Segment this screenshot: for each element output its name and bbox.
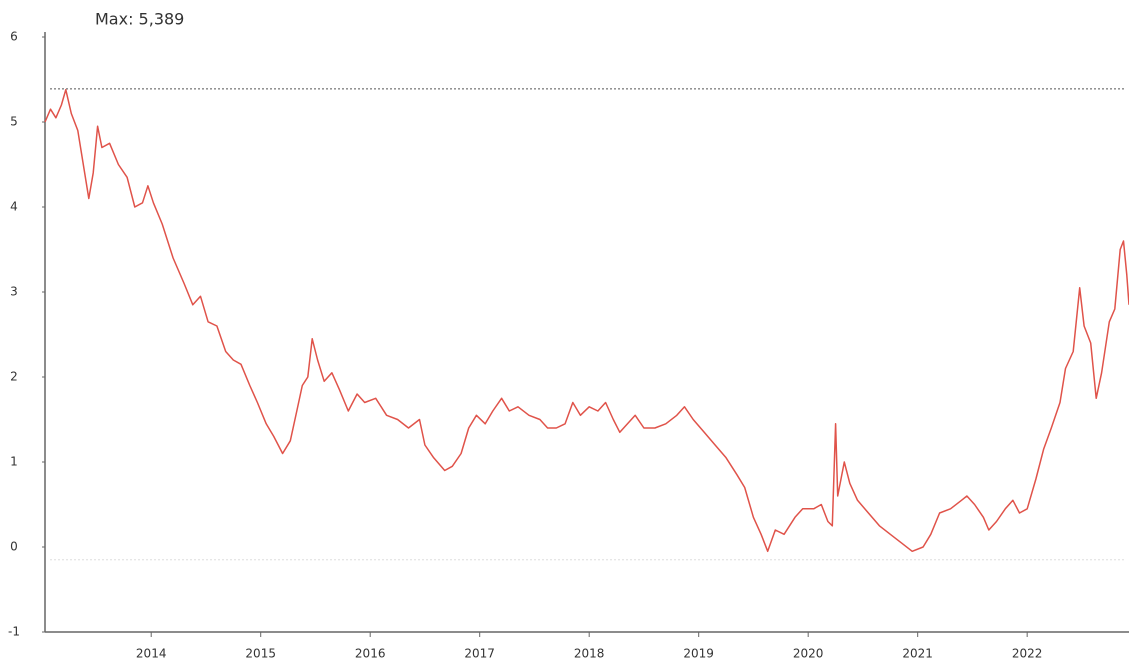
- y-tick-label: 6: [10, 30, 18, 44]
- y-tick-label: -1: [8, 625, 20, 639]
- y-tick-label: 5: [10, 115, 18, 129]
- x-tick-label: 2018: [574, 647, 605, 661]
- x-tick-label: 2021: [902, 647, 933, 661]
- x-tick-label: 2019: [683, 647, 714, 661]
- y-tick-label: 0: [10, 540, 18, 554]
- data-line: [44, 88, 1129, 553]
- y-tick-label: 2: [10, 370, 18, 384]
- y-tick-label: 4: [10, 200, 18, 214]
- x-tick-label: 2014: [136, 647, 167, 661]
- x-tick-label: 2015: [245, 647, 276, 661]
- y-tick-label: 1: [10, 455, 18, 469]
- max-label: Max: 5,389: [95, 10, 184, 29]
- y-tick-label: 3: [10, 285, 18, 299]
- x-tick-label: 2016: [355, 647, 386, 661]
- x-tick-label: 2022: [1012, 647, 1043, 661]
- x-tick-label: 2020: [793, 647, 824, 661]
- x-tick-label: 2017: [464, 647, 495, 661]
